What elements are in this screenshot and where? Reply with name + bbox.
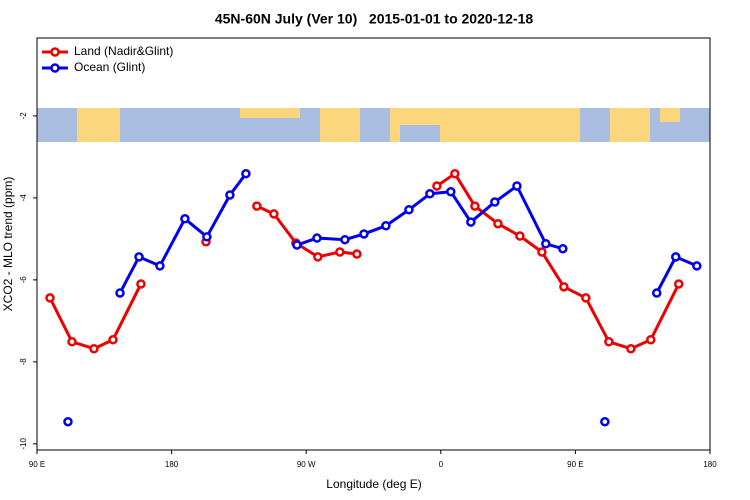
x-tick-label: 90 W — [297, 460, 316, 469]
data-point — [604, 337, 614, 347]
chart-title: 45N-60N July (Ver 10) 2015-01-01 to 2020… — [215, 11, 534, 27]
data-point — [202, 232, 212, 242]
data-point — [63, 416, 73, 427]
x-axis-label: Longitude (deg E) — [326, 477, 421, 491]
data-point — [136, 279, 146, 289]
legend-label: Land (Nadir&Glint) — [74, 44, 173, 58]
data-point — [558, 243, 568, 254]
data-point — [108, 334, 118, 345]
data-point — [559, 282, 569, 292]
data-point — [340, 234, 350, 245]
data-point — [646, 334, 656, 345]
data-point — [692, 261, 702, 271]
x-tick-label: 90 E — [567, 460, 583, 469]
data-point — [626, 343, 636, 354]
map-band — [37, 108, 710, 142]
y-axis-label: XCO2 - MLO trend (ppm) — [1, 177, 15, 312]
data-point — [225, 190, 235, 200]
data-point — [359, 229, 369, 239]
data-point — [155, 261, 165, 271]
data-point — [600, 416, 610, 427]
data-point — [493, 218, 503, 229]
data-point — [115, 288, 125, 298]
plot-frame — [36, 37, 711, 451]
data-point — [515, 231, 525, 241]
data-point — [312, 233, 322, 243]
y-tick-label: -2 — [19, 112, 28, 120]
data-point — [134, 252, 144, 262]
data-point — [292, 240, 302, 250]
data-point — [269, 209, 279, 219]
data-point — [652, 288, 662, 298]
data-point — [241, 168, 251, 179]
series-line — [48, 283, 143, 351]
data-point — [89, 343, 99, 354]
data-point — [490, 197, 500, 207]
data-point — [581, 293, 591, 303]
data-point — [404, 205, 414, 215]
x-tick-label: 90 E — [29, 460, 45, 469]
series-line — [436, 172, 681, 351]
data-point — [432, 181, 442, 191]
legend-label: Ocean (Glint) — [74, 60, 145, 74]
y-tick-label: -4 — [19, 194, 28, 202]
data-point — [673, 279, 684, 289]
data-point — [541, 239, 551, 249]
legend-marker — [50, 63, 60, 73]
data-point — [352, 249, 362, 259]
data-point — [180, 214, 190, 224]
data-point — [313, 252, 323, 262]
data-point — [450, 168, 460, 179]
legend-marker — [50, 47, 60, 57]
data-point — [381, 221, 391, 231]
x-tick-label: 180 — [165, 460, 179, 469]
data-point — [45, 293, 55, 303]
y-tick-label: -8 — [19, 358, 28, 366]
data-point — [671, 252, 681, 262]
data-point — [466, 217, 476, 227]
data-point — [425, 189, 435, 199]
x-tick-label: 0 — [439, 460, 444, 469]
data-point — [67, 337, 77, 347]
data-point — [537, 247, 547, 257]
data-point — [446, 186, 456, 197]
data-point — [512, 181, 522, 191]
x-tick-label: 180 — [703, 460, 717, 469]
y-tick-label: -6 — [19, 276, 28, 284]
data-point — [335, 247, 345, 257]
y-tick-label: -10 — [19, 438, 28, 450]
data-point — [252, 201, 262, 211]
data-point — [470, 201, 480, 211]
